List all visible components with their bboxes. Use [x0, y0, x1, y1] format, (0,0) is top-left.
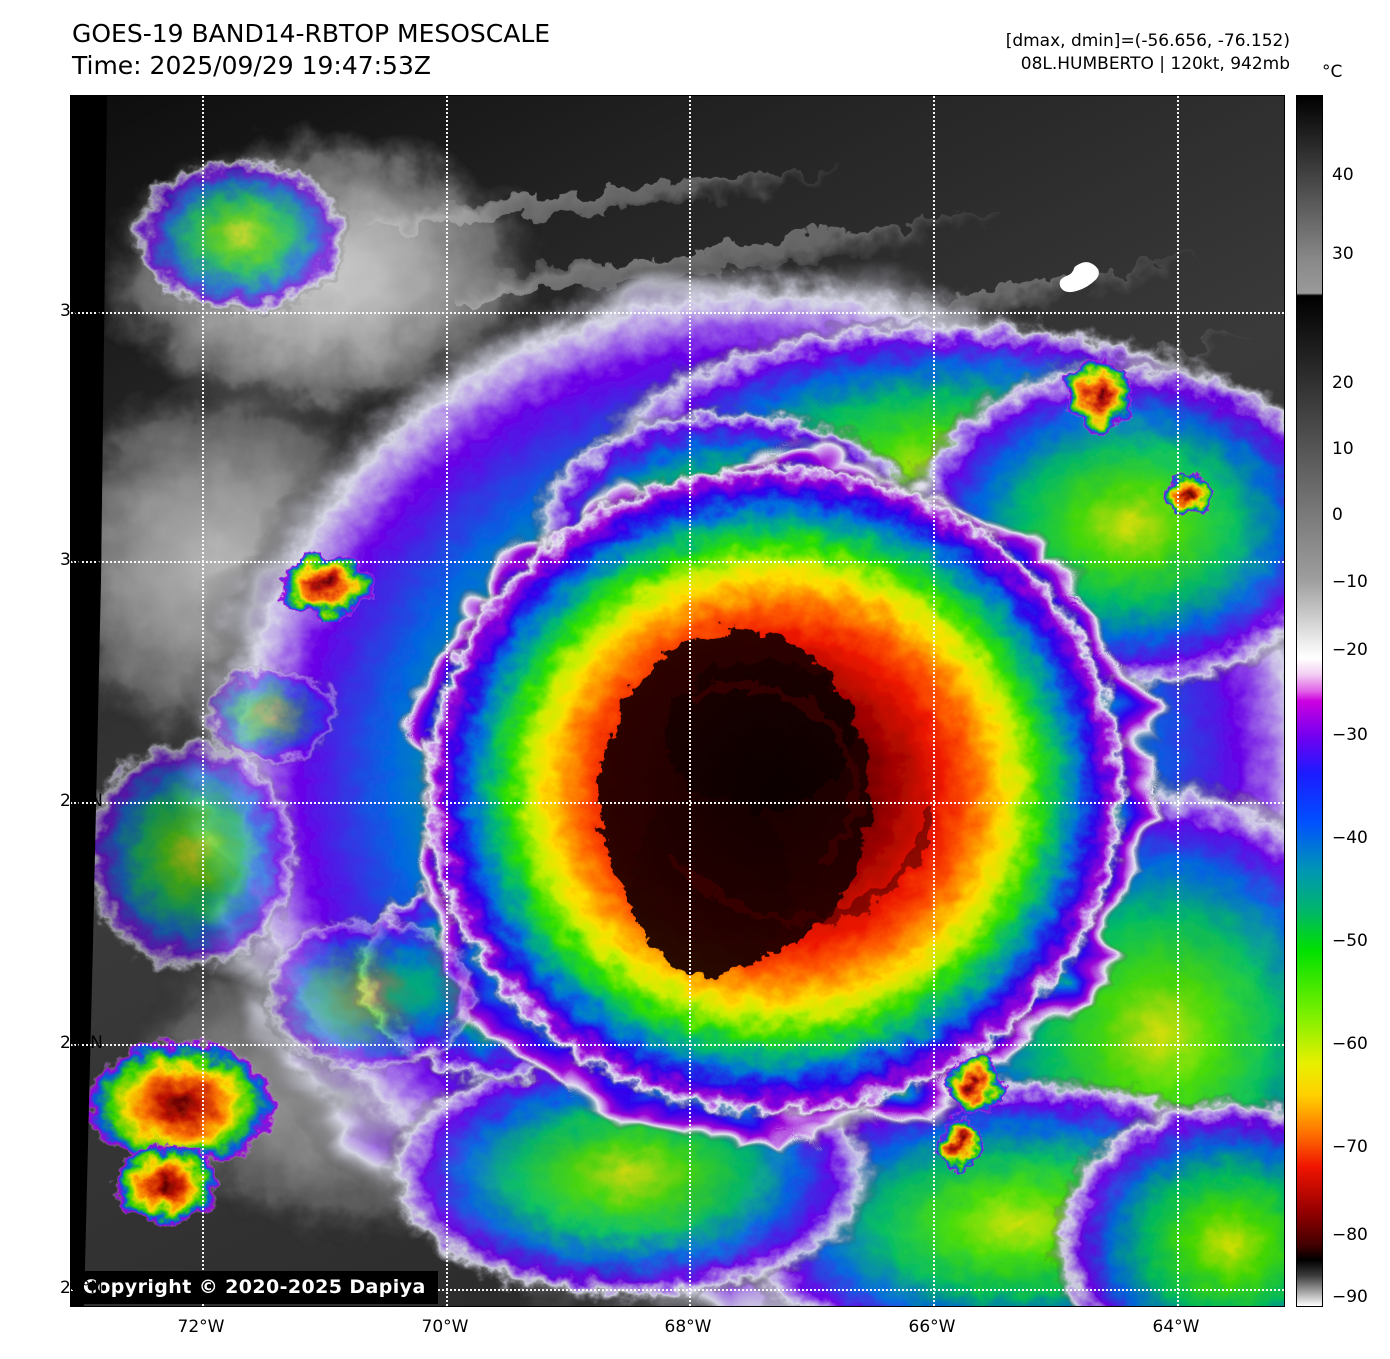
- temperature-colorbar[interactable]: [1296, 95, 1323, 1307]
- gridline-lat-32n: [71, 312, 1284, 314]
- xtick-70w: 70°W: [421, 1317, 469, 1337]
- bermuda-coastline-marker: [1059, 262, 1099, 293]
- satellite-image-plot[interactable]: Copyright © 2020-2025 Dapiya: [70, 95, 1285, 1307]
- cbtick-m50: −50: [1332, 931, 1368, 951]
- cbtick-20: 20: [1332, 373, 1354, 393]
- colorbar-unit-label: °C: [1322, 62, 1343, 82]
- cbtick-0: 0: [1332, 505, 1343, 525]
- cbtick-m20: −20: [1332, 640, 1368, 660]
- cbtick-40: 40: [1332, 165, 1354, 185]
- xtick-66w: 66°W: [908, 1317, 956, 1337]
- cbtick-m10: −10: [1332, 572, 1368, 592]
- ytick-30n: 30°N: [60, 550, 103, 570]
- cbtick-m30: −30: [1332, 725, 1368, 745]
- cbtick-m60: −60: [1332, 1034, 1368, 1054]
- gridline-lon-66w: [933, 96, 935, 1306]
- timestamp-label: Time: 2025/09/29 19:47:53Z: [72, 51, 431, 80]
- storm-info-label: 08L.HUMBERTO | 120kt, 942mb: [1020, 54, 1290, 74]
- ytick-24n: 24°N: [60, 1278, 103, 1298]
- cbtick-m40: −40: [1332, 828, 1368, 848]
- satellite-imagery-canvas: [71, 96, 1284, 1306]
- gridline-lon-64w: [1177, 96, 1179, 1306]
- page-title: GOES-19 BAND14-RBTOP MESOSCALE: [72, 19, 551, 48]
- gridline-lon-72w: [202, 96, 204, 1306]
- cbtick-m80: −80: [1332, 1225, 1368, 1245]
- cbtick-30: 30: [1332, 244, 1354, 264]
- header-right-block: [dmax, dmin]=(-56.656, -76.152) 08L.HUMB…: [1006, 30, 1290, 76]
- gridline-lat-24n: [71, 1289, 1284, 1291]
- gridline-lat-30n: [71, 561, 1284, 563]
- dmax-dmin-label: [dmax, dmin]=(-56.656, -76.152): [1005, 31, 1290, 51]
- gridline-lat-26n: [71, 1044, 1284, 1046]
- gridline-lon-68w: [689, 96, 691, 1306]
- xtick-64w: 64°W: [1152, 1317, 1200, 1337]
- copyright-notice: Copyright © 2020-2025 Dapiya: [73, 1271, 438, 1304]
- cbtick-m90: −90: [1332, 1287, 1368, 1307]
- xtick-68w: 68°W: [664, 1317, 712, 1337]
- cbtick-m70: −70: [1332, 1137, 1368, 1157]
- ytick-32n: 32°N: [60, 301, 103, 321]
- gridline-lon-70w: [446, 96, 448, 1306]
- ytick-26n: 26°N: [60, 1033, 103, 1053]
- gridline-lat-28n: [71, 802, 1284, 804]
- ytick-28n: 28°N: [60, 791, 103, 811]
- colorbar-gradient-fill: [1297, 96, 1322, 1306]
- cbtick-10: 10: [1332, 439, 1354, 459]
- header-left-block: GOES-19 BAND14-RBTOP MESOSCALE Time: 202…: [72, 18, 550, 82]
- xtick-72w: 72°W: [177, 1317, 225, 1337]
